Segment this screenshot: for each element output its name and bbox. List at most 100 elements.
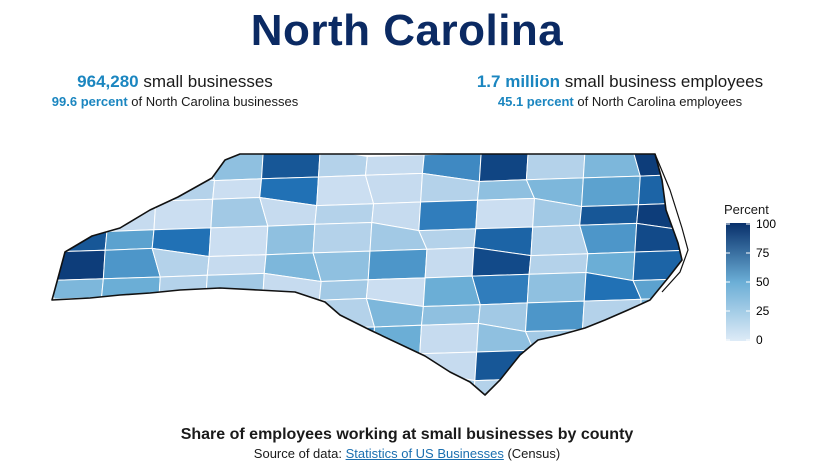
page-title: North Carolina bbox=[250, 6, 564, 55]
nc-county-map bbox=[51, 153, 689, 396]
legend-tick-50: 50 bbox=[756, 275, 770, 289]
county bbox=[103, 372, 162, 395]
county bbox=[529, 376, 588, 395]
county bbox=[212, 178, 263, 200]
legend-colorbar: 100 75 50 25 0 bbox=[726, 217, 776, 347]
county bbox=[579, 222, 638, 255]
caption-source: Source of data: Statistics of US Busines… bbox=[0, 446, 814, 461]
county bbox=[580, 175, 641, 208]
county bbox=[526, 271, 587, 304]
county bbox=[258, 328, 319, 350]
legend-tick-25: 25 bbox=[756, 304, 770, 318]
county bbox=[157, 154, 216, 182]
businesses-percent: 99.6 percent bbox=[51, 94, 128, 109]
county bbox=[472, 378, 533, 395]
source-link[interactable]: Statistics of US Businesses bbox=[345, 446, 504, 461]
employees-percent: 45.1 percent bbox=[497, 94, 574, 109]
county bbox=[524, 329, 583, 351]
county bbox=[52, 296, 103, 329]
legend: Percent 100 75 50 25 0 bbox=[718, 202, 798, 352]
county bbox=[475, 197, 536, 230]
county bbox=[477, 179, 536, 201]
county bbox=[632, 278, 682, 300]
county bbox=[633, 372, 682, 395]
county bbox=[52, 354, 109, 376]
legend-title: Percent bbox=[724, 202, 769, 217]
county bbox=[420, 304, 481, 326]
county bbox=[318, 279, 369, 301]
county bbox=[422, 275, 481, 308]
county bbox=[210, 196, 269, 229]
county bbox=[204, 301, 263, 332]
county bbox=[582, 154, 641, 179]
caption-heading: Share of employees working at small busi… bbox=[180, 426, 634, 443]
county bbox=[258, 346, 317, 379]
county bbox=[418, 351, 478, 382]
county bbox=[528, 253, 589, 275]
source-suffix: (Census) bbox=[507, 446, 561, 461]
county bbox=[52, 173, 102, 206]
county bbox=[579, 204, 640, 226]
county bbox=[314, 203, 375, 225]
businesses-label: small businesses bbox=[143, 72, 273, 91]
employees-label: small business employees bbox=[564, 72, 764, 91]
county bbox=[419, 322, 480, 355]
county bbox=[418, 228, 477, 250]
legend-tick-100: 100 bbox=[756, 217, 776, 231]
county bbox=[370, 353, 429, 375]
county bbox=[312, 221, 373, 254]
county bbox=[98, 200, 157, 233]
county bbox=[208, 225, 269, 258]
county bbox=[364, 154, 425, 176]
caption: Share of employees working at small busi… bbox=[0, 426, 814, 461]
county bbox=[312, 250, 371, 283]
employees-count: 1.7 million bbox=[476, 72, 560, 91]
county bbox=[368, 371, 429, 395]
county bbox=[313, 346, 374, 377]
county bbox=[52, 325, 109, 358]
county bbox=[471, 273, 530, 306]
state-outline bbox=[51, 153, 683, 396]
county bbox=[52, 222, 108, 253]
county bbox=[207, 377, 268, 395]
county bbox=[52, 154, 103, 177]
county bbox=[578, 374, 637, 395]
county bbox=[424, 246, 475, 279]
county bbox=[317, 154, 368, 178]
county bbox=[264, 375, 315, 395]
employees-percent-label: of North Carolina employees bbox=[577, 94, 743, 109]
outer-banks bbox=[654, 153, 689, 293]
county bbox=[52, 249, 106, 282]
county bbox=[209, 348, 268, 381]
county bbox=[474, 349, 535, 382]
county bbox=[98, 171, 159, 204]
county bbox=[478, 154, 529, 183]
county bbox=[315, 326, 376, 357]
county bbox=[578, 347, 639, 378]
county bbox=[100, 154, 160, 175]
county bbox=[631, 154, 682, 177]
county bbox=[635, 354, 682, 376]
county bbox=[100, 276, 161, 307]
county bbox=[418, 199, 479, 232]
source-prefix: Source of data: bbox=[253, 446, 342, 461]
legend-tick-0: 0 bbox=[756, 333, 763, 347]
county bbox=[367, 248, 428, 281]
county bbox=[152, 379, 211, 395]
businesses-stat: 964,280 small businesses 99.6 percent of… bbox=[20, 72, 330, 110]
county bbox=[99, 296, 160, 327]
county bbox=[260, 154, 321, 180]
county bbox=[364, 172, 423, 205]
county bbox=[155, 171, 216, 202]
county bbox=[316, 174, 375, 207]
county bbox=[524, 300, 585, 333]
county bbox=[311, 373, 372, 395]
employees-stat: 1.7 million small business employees 45.… bbox=[450, 72, 790, 110]
county bbox=[156, 303, 215, 325]
businesses-count: 964,280 bbox=[77, 72, 139, 91]
county bbox=[265, 223, 316, 256]
businesses-percent-label: of North Carolina businesses bbox=[131, 94, 299, 109]
county bbox=[152, 350, 213, 383]
county bbox=[206, 254, 267, 276]
county bbox=[104, 229, 155, 251]
